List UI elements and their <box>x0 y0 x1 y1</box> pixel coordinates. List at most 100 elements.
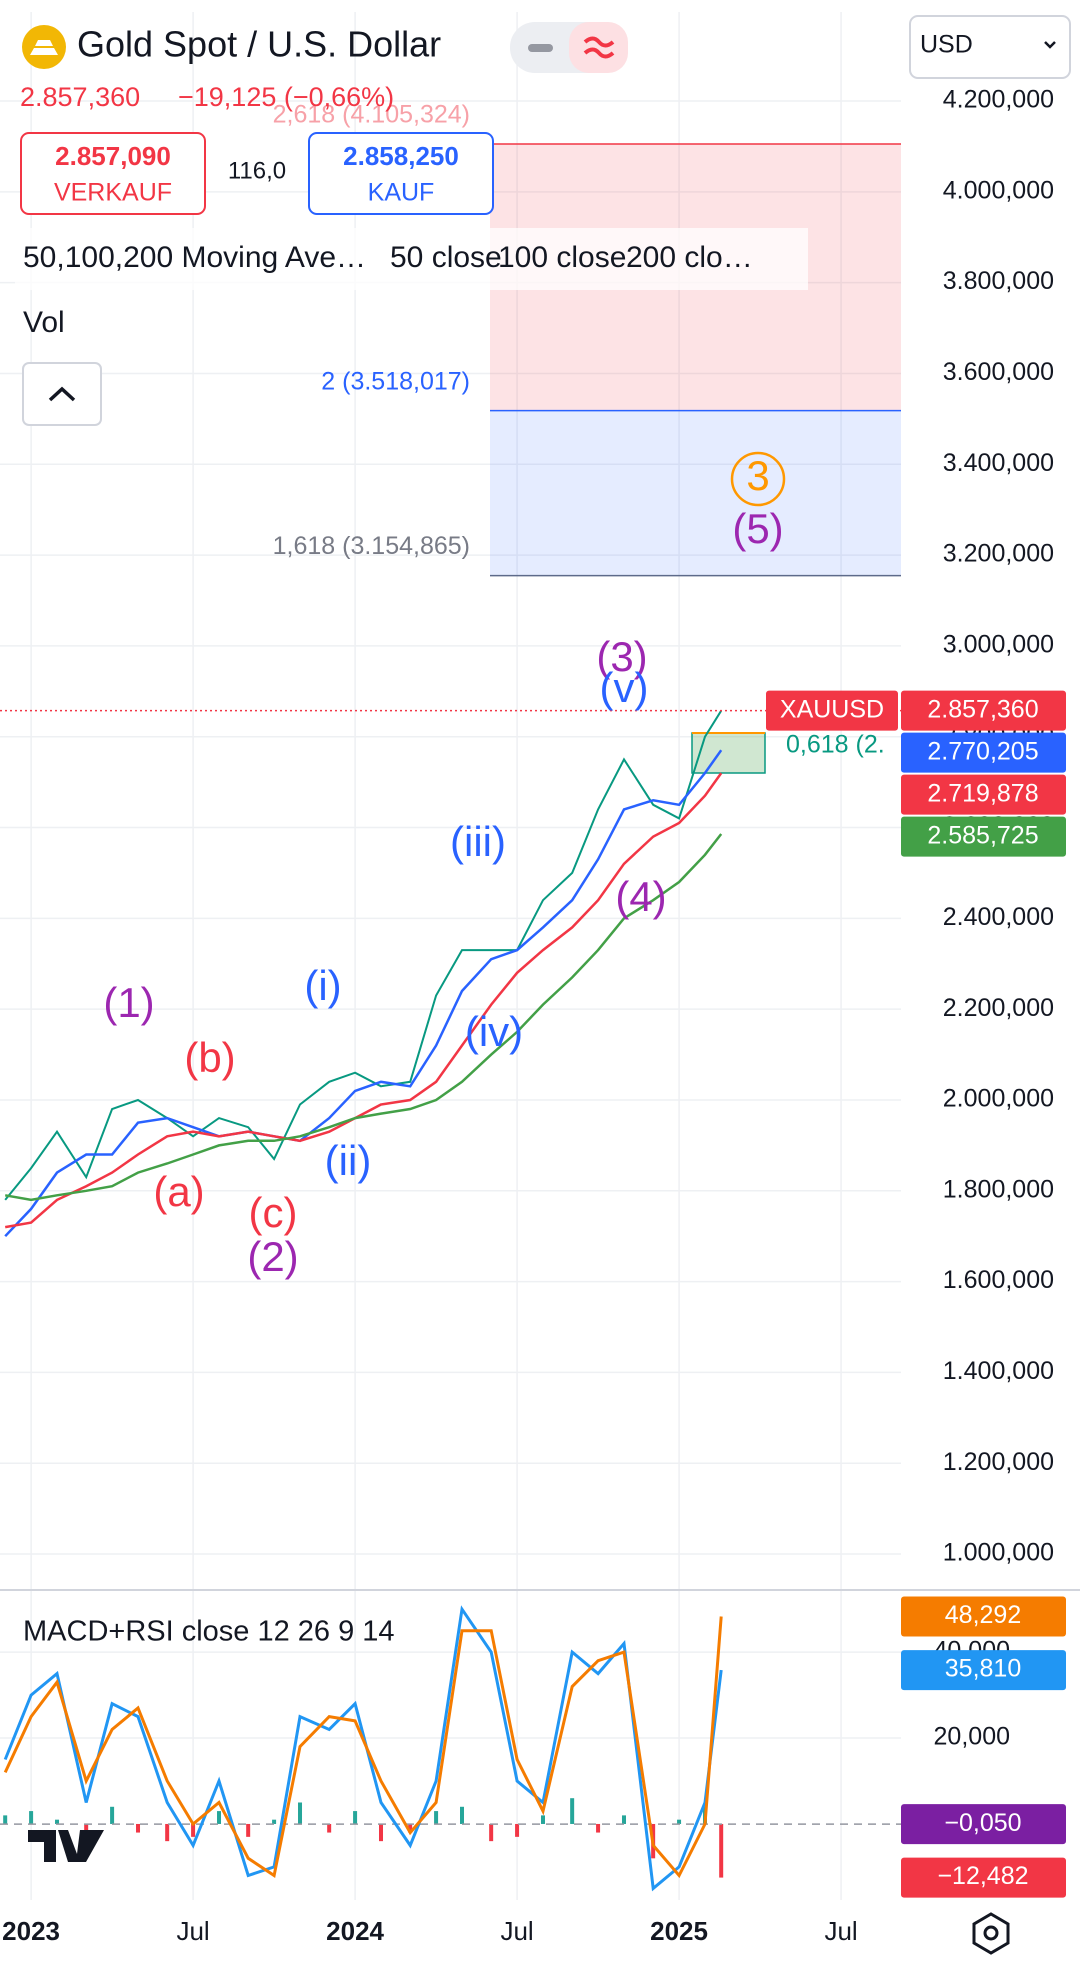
price-tag-label: 35,810 <box>945 1655 1021 1683</box>
buy-label: KAUF <box>368 179 435 207</box>
histogram-bar <box>489 1823 494 1842</box>
x-tick-label: 2024 <box>326 1916 384 1946</box>
price-tag-label: −12,482 <box>937 1862 1028 1890</box>
settings-icon-center <box>983 1925 999 1941</box>
price-tag <box>901 774 1066 815</box>
price-tag-label: 2.770,205 <box>927 737 1038 765</box>
price-tag <box>901 1857 1066 1898</box>
currency-select[interactable] <box>909 15 1071 79</box>
spread: 116,0 <box>228 157 286 184</box>
wave-label: (a) <box>153 1168 204 1215</box>
y-tick-label: 2.200,000 <box>943 994 1054 1022</box>
y-tick-label: 3.600,000 <box>943 358 1054 386</box>
series-line <box>4 710 723 1201</box>
plot-area: 2023 Jul 2024 Jul 2025 Jul 4.200,000 4.000,000 3… <box>0 12 1066 1946</box>
legend-entry: 50 close <box>390 241 502 274</box>
y-tick-label: 3.400,000 <box>943 449 1054 477</box>
price-tag <box>901 1804 1066 1845</box>
histogram-bar <box>408 1823 413 1833</box>
y-tick-label: 3.000,000 <box>943 630 1054 658</box>
symbol-logo-bars <box>30 40 58 55</box>
price-tag <box>901 1650 1066 1691</box>
wave-label: (4) <box>615 873 666 920</box>
histogram-bar <box>136 1823 141 1833</box>
y-tick-label: 1.400,000 <box>943 1357 1054 1385</box>
legend-entry: 200 clo… <box>626 241 753 274</box>
currency-label: USD <box>920 31 973 59</box>
y-tick-label: 4.000,000 <box>943 176 1054 204</box>
fib-label: 1,618 (3.154,865) <box>273 532 470 560</box>
legend-entry: 100 close <box>498 241 626 274</box>
wave-label: (3) <box>596 633 647 680</box>
collapse-button[interactable] <box>22 362 102 426</box>
histogram-bar <box>596 1823 601 1833</box>
y-tick-label: 2.400,000 <box>943 903 1054 931</box>
collapse-icon <box>48 386 76 402</box>
toggle-icon <box>528 44 553 52</box>
price-change: −19,125 (−0,66%) <box>178 82 394 112</box>
wave-label: (5) <box>732 505 783 552</box>
settings-icon[interactable] <box>972 1912 1010 1955</box>
indicator-title[interactable]: 50,100,200 Moving Ave… <box>23 241 366 274</box>
buy-price: 2.858,250 <box>343 141 459 171</box>
last-price: 2.857,360 <box>20 82 140 112</box>
sell-price: 2.857,090 <box>55 141 171 171</box>
symbol-title: Gold Spot / U.S. Dollar <box>77 24 441 65</box>
histogram-bar <box>379 1823 384 1842</box>
price-tag-label: 2.857,360 <box>927 695 1038 723</box>
wave-label: (b) <box>184 1034 235 1081</box>
toggle-icon <box>583 36 615 59</box>
y-tick-label: 3.200,000 <box>943 540 1054 568</box>
histogram-bar <box>55 1819 60 1824</box>
histogram-bar <box>515 1823 520 1837</box>
wave-label: (c) <box>249 1189 298 1236</box>
histogram-bar <box>246 1823 251 1837</box>
buy-button[interactable] <box>308 132 494 215</box>
histogram-bar <box>272 1819 277 1824</box>
fib-label: 2 (3.518,017) <box>321 367 470 395</box>
histogram-bar <box>165 1823 170 1842</box>
wave-label: (2) <box>247 1233 298 1280</box>
histogram-bar <box>29 1811 34 1824</box>
y-tick-label: 1.800,000 <box>943 1175 1054 1203</box>
histogram-bar <box>3 1815 8 1824</box>
y-tick-label: 1.200,000 <box>943 1448 1054 1476</box>
histogram-bar <box>110 1806 115 1824</box>
symbol-tag-label: XAUUSD <box>780 695 884 723</box>
wave-label: (i) <box>304 962 341 1009</box>
fib-zone <box>490 410 901 576</box>
y-tick-label: 4.200,000 <box>943 86 1054 114</box>
sell-button[interactable] <box>20 132 206 215</box>
x-tick-label: Jul <box>500 1916 533 1946</box>
brand-logo[interactable] <box>28 1830 104 1862</box>
sell-label: VERKAUF <box>54 179 172 207</box>
wave-label: (v) <box>600 664 649 711</box>
histogram-bar <box>460 1806 465 1824</box>
y-tick-label: 20,000 <box>934 1723 1010 1751</box>
x-tick-label: 2025 <box>650 1916 708 1946</box>
series-line <box>4 749 723 1238</box>
wave-label: (iv) <box>465 1008 523 1055</box>
fib-label: 2,618 (4.105,324) <box>273 101 470 129</box>
fib-box <box>691 732 766 774</box>
price-tag <box>901 690 1066 731</box>
y-tick-label: 2.000,000 <box>943 1085 1054 1113</box>
histogram-bar <box>191 1823 196 1837</box>
series-line <box>3 1616 723 1879</box>
wave-label: (1) <box>103 979 154 1026</box>
dropdown-arrow <box>1044 41 1056 49</box>
series-line <box>4 772 723 1229</box>
price-tag <box>901 1596 1066 1637</box>
histogram-bar <box>298 1802 303 1824</box>
volume-label[interactable]: Vol <box>23 306 65 339</box>
header: Gold Spot / U.S. Dollar USD 2.857,360 −1… <box>15 15 1071 1955</box>
histogram-bar <box>327 1823 332 1833</box>
x-tick-label: Jul <box>176 1916 209 1946</box>
histogram-bar <box>217 1811 222 1824</box>
price-tag <box>901 732 1066 773</box>
wave-label: 3 <box>746 452 769 499</box>
y-tick-label: 3.800,000 <box>943 267 1054 295</box>
price-tag-label: 2.585,725 <box>927 821 1038 849</box>
mode-toggle-active[interactable] <box>569 22 628 73</box>
